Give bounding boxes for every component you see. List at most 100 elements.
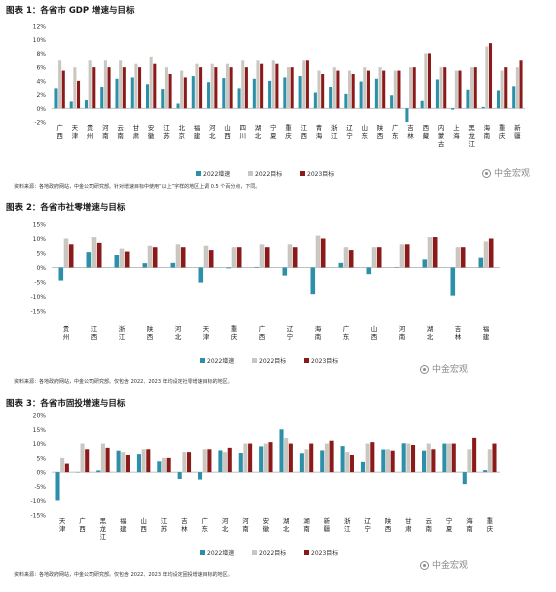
bar [282, 267, 288, 276]
bar [248, 443, 253, 473]
bar [136, 454, 141, 473]
bar [225, 63, 229, 109]
bar [60, 457, 65, 473]
bar [349, 455, 354, 473]
bar [488, 238, 494, 268]
bar [515, 67, 519, 109]
bar [512, 86, 516, 109]
bar [340, 446, 345, 473]
x-tick-label: 江苏 [163, 124, 170, 140]
bar [147, 245, 153, 268]
x-tick-label: 山西 [224, 123, 231, 140]
y-tick-label: 5% [36, 455, 46, 462]
legend-swatch [252, 358, 257, 363]
chart-title: 图表 2：各省市社零增速与目标 [6, 203, 126, 213]
bar [304, 449, 309, 473]
bar [223, 452, 228, 473]
y-tick-label: 15% [33, 427, 47, 434]
x-tick-label: 浙江 [119, 324, 126, 341]
bar [351, 74, 355, 109]
bar [496, 90, 500, 109]
bar [119, 248, 125, 268]
bar [320, 238, 326, 268]
x-tick-label: 重庆 [285, 124, 292, 140]
bar [149, 56, 153, 109]
bar [292, 247, 298, 268]
y-tick-label: 10% [33, 236, 47, 243]
watermark-text: 中金宏观 [494, 169, 531, 179]
bar [455, 247, 461, 268]
bar [124, 251, 130, 268]
bar [69, 101, 73, 109]
y-tick-label: 6% [36, 65, 46, 72]
chart-title: 图表 3：各省市固投增速与目标 [6, 399, 126, 409]
x-tick-label: 重庆 [499, 124, 506, 140]
bar [114, 255, 120, 268]
legend-label: 2023目标 [307, 170, 334, 178]
bar [305, 60, 309, 109]
x-tick-label: 天津 [72, 124, 79, 140]
bar [371, 247, 377, 268]
y-tick-label: 0% [36, 470, 46, 477]
legend-label: 2022增速 [203, 170, 230, 178]
bar [427, 237, 433, 268]
x-tick-label: 海南 [484, 123, 491, 140]
y-tick-label: -2% [34, 120, 46, 127]
bar [85, 449, 90, 473]
bar [54, 88, 58, 109]
x-tick-label: 陕西 [377, 123, 384, 140]
source-note: 资料来源：各地政府网站，中金公司研究部。针对增速目标中使用“以上”字样的地区上调… [14, 184, 261, 190]
x-tick-label: 甘肃 [405, 516, 412, 533]
bar [229, 67, 233, 109]
bar [492, 443, 497, 473]
x-tick-label: 黑龙江 [100, 517, 107, 541]
bar [191, 76, 195, 109]
bar [100, 443, 105, 473]
bar [231, 247, 237, 268]
bar [284, 437, 289, 473]
bar [115, 78, 119, 109]
bar [359, 81, 363, 109]
bar [426, 443, 431, 473]
x-tick-label: 新疆 [514, 123, 521, 140]
x-tick-label: 四川 [239, 124, 246, 140]
bar [263, 443, 268, 473]
bar [435, 79, 439, 109]
y-tick-label: 4% [36, 78, 46, 85]
bar [168, 74, 172, 109]
bar [279, 429, 284, 473]
bar [420, 100, 424, 109]
x-tick-label: 江西 [91, 325, 98, 341]
bar [182, 452, 187, 473]
x-tick-label: 河南 [399, 325, 406, 341]
bar [91, 237, 97, 268]
x-tick-label: 云南 [425, 517, 432, 533]
bar [202, 449, 207, 473]
bar [180, 70, 184, 109]
legend-swatch [200, 550, 205, 555]
y-tick-label: -10% [30, 294, 46, 301]
bar [122, 67, 126, 109]
bar [519, 60, 523, 109]
bar [252, 78, 256, 109]
bar [105, 447, 110, 473]
bar [329, 87, 333, 109]
legend-swatch [200, 358, 205, 363]
bar [338, 262, 344, 268]
bar [218, 450, 223, 473]
wechat-icon [482, 169, 491, 178]
x-tick-label: 西藏 [423, 124, 430, 140]
bar [166, 457, 171, 473]
bar [332, 67, 336, 109]
source-note: 资料来源：各地政府网站，中金公司研究部。仅包含 2022、2023 年均设定社零… [14, 379, 233, 385]
bar [180, 247, 186, 268]
bar [345, 452, 350, 473]
bar [427, 53, 431, 109]
bar [343, 247, 349, 268]
bar [107, 67, 111, 109]
y-tick-label: 0% [36, 265, 46, 272]
y-tick-label: -15% [30, 309, 46, 316]
bar [64, 463, 69, 473]
bar [390, 450, 395, 473]
y-tick-label: 10% [33, 37, 47, 44]
